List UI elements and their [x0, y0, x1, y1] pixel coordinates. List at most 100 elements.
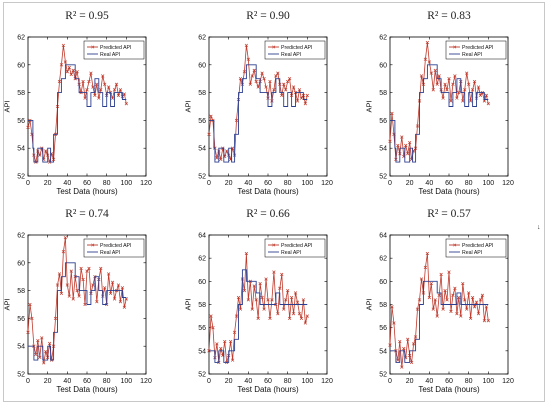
- predicted-point: [437, 74, 441, 78]
- x-tick-label: 20: [406, 180, 414, 187]
- y-tick-label: 56: [198, 325, 206, 332]
- predicted-point: [207, 132, 211, 136]
- predicted-point: [89, 71, 93, 75]
- predicted-point: [262, 77, 266, 81]
- predicted-point: [91, 283, 95, 287]
- y-tick-label: 54: [198, 146, 206, 153]
- predicted-point: [423, 265, 428, 270]
- x-tick-label: 80: [103, 378, 111, 385]
- predicted-point: [455, 96, 459, 100]
- predicted-point: [244, 251, 249, 256]
- x-tick-label: 80: [465, 378, 473, 385]
- predicted-point: [468, 99, 473, 103]
- chart-title: R² = 0.74: [65, 208, 109, 220]
- predicted-point: [390, 305, 394, 309]
- chart-title: R² = 0.66: [246, 208, 290, 220]
- y-tick-label: 58: [379, 90, 387, 97]
- predicted-point: [122, 305, 127, 309]
- predicted-point: [118, 88, 123, 92]
- x-tick-label: 80: [103, 180, 111, 187]
- predicted-point: [468, 316, 473, 321]
- predicted-point: [305, 314, 309, 318]
- predicted-point: [110, 280, 115, 284]
- predicted-point: [47, 341, 52, 346]
- y-tick-label: 62: [379, 256, 387, 263]
- y-tick-label: 62: [17, 35, 25, 42]
- predicted-point: [284, 88, 288, 92]
- predicted-point: [63, 60, 68, 64]
- x-axis-label: Test Data (hours): [418, 187, 480, 196]
- y-tick-label: 52: [379, 372, 387, 379]
- predicted-point: [215, 342, 219, 346]
- x-tick-label: 60: [83, 180, 91, 187]
- chart-title: R² = 0.83: [427, 10, 471, 22]
- y-tick-label: 64: [198, 233, 206, 240]
- predicted-point: [225, 149, 229, 153]
- predicted-point: [451, 293, 455, 297]
- predicted-point: [406, 152, 410, 156]
- predicted-point: [417, 298, 422, 302]
- legend-label: Real API: [281, 52, 301, 58]
- real-api-line: [28, 262, 127, 361]
- predicted-point: [415, 124, 420, 128]
- x-tick-label: 120: [140, 378, 152, 385]
- predicted-point: [246, 298, 250, 302]
- predicted-point: [476, 85, 481, 89]
- predicted-point: [236, 295, 241, 300]
- predicted-point: [57, 272, 62, 276]
- chart-svg: 0 20 40 60 80 100 120 52 54 56 58 60 62 64 Predicted A…: [198, 233, 333, 386]
- predicted-point: [40, 336, 44, 340]
- predicted-point: [303, 102, 308, 106]
- predicted-point: [295, 99, 300, 103]
- predicted-point: [101, 74, 105, 78]
- predicted-point: [461, 99, 465, 103]
- predicted-point: [453, 74, 457, 78]
- predicted-point: [457, 90, 461, 95]
- real-api-line: [209, 269, 308, 363]
- predicted-point: [116, 93, 121, 98]
- x-tick-label: 20: [225, 180, 233, 187]
- predicted-point: [87, 266, 91, 271]
- predicted-point: [250, 307, 254, 311]
- predicted-point: [433, 68, 437, 73]
- predicted-point: [427, 60, 431, 64]
- predicted-point: [246, 57, 250, 61]
- y-tick-label: 54: [379, 348, 387, 355]
- predicted-point: [392, 321, 396, 325]
- x-tick-label: 40: [63, 378, 71, 385]
- predicted-point: [103, 286, 107, 290]
- x-tick-label: 80: [284, 180, 292, 187]
- chart-panel: R² = 0.57 API Test Data (hours) 0 20 40 60 80 10…: [365, 202, 550, 400]
- predicted-point: [484, 93, 489, 98]
- predicted-point: [95, 300, 99, 304]
- predicted-point: [411, 342, 416, 346]
- predicted-point: [419, 74, 424, 78]
- predicted-point: [443, 82, 447, 86]
- predicted-point: [293, 291, 298, 295]
- predicted-point: [282, 307, 286, 311]
- predicted-point: [75, 288, 79, 293]
- predicted-point: [425, 40, 430, 45]
- chart-svg: 0 20 40 60 80 100 120 52 54 56 58 60 62 Predicted API…: [379, 35, 514, 188]
- predicted-point: [406, 337, 410, 341]
- x-axis-label: Test Data (hours): [56, 187, 118, 196]
- predicted-point: [26, 330, 30, 334]
- predicted-point: [95, 82, 99, 86]
- predicted-point: [219, 157, 223, 161]
- predicted-point: [106, 272, 111, 276]
- x-tick-label: 0: [388, 180, 392, 187]
- predicted-point: [451, 82, 455, 86]
- predicted-point: [427, 295, 431, 300]
- y-tick-label: 56: [379, 325, 387, 332]
- predicted-point: [106, 85, 111, 89]
- predicted-point: [476, 312, 481, 316]
- legend-label: Predicted API: [462, 243, 493, 249]
- predicted-point: [91, 85, 95, 89]
- chart-svg: 0 20 40 60 80 100 120 52 54 56 58 60 62 Predicted API…: [17, 35, 152, 188]
- predicted-point: [470, 88, 475, 92]
- predicted-point: [278, 286, 282, 290]
- x-tick-label: 40: [244, 378, 252, 385]
- x-tick-label: 0: [207, 180, 211, 187]
